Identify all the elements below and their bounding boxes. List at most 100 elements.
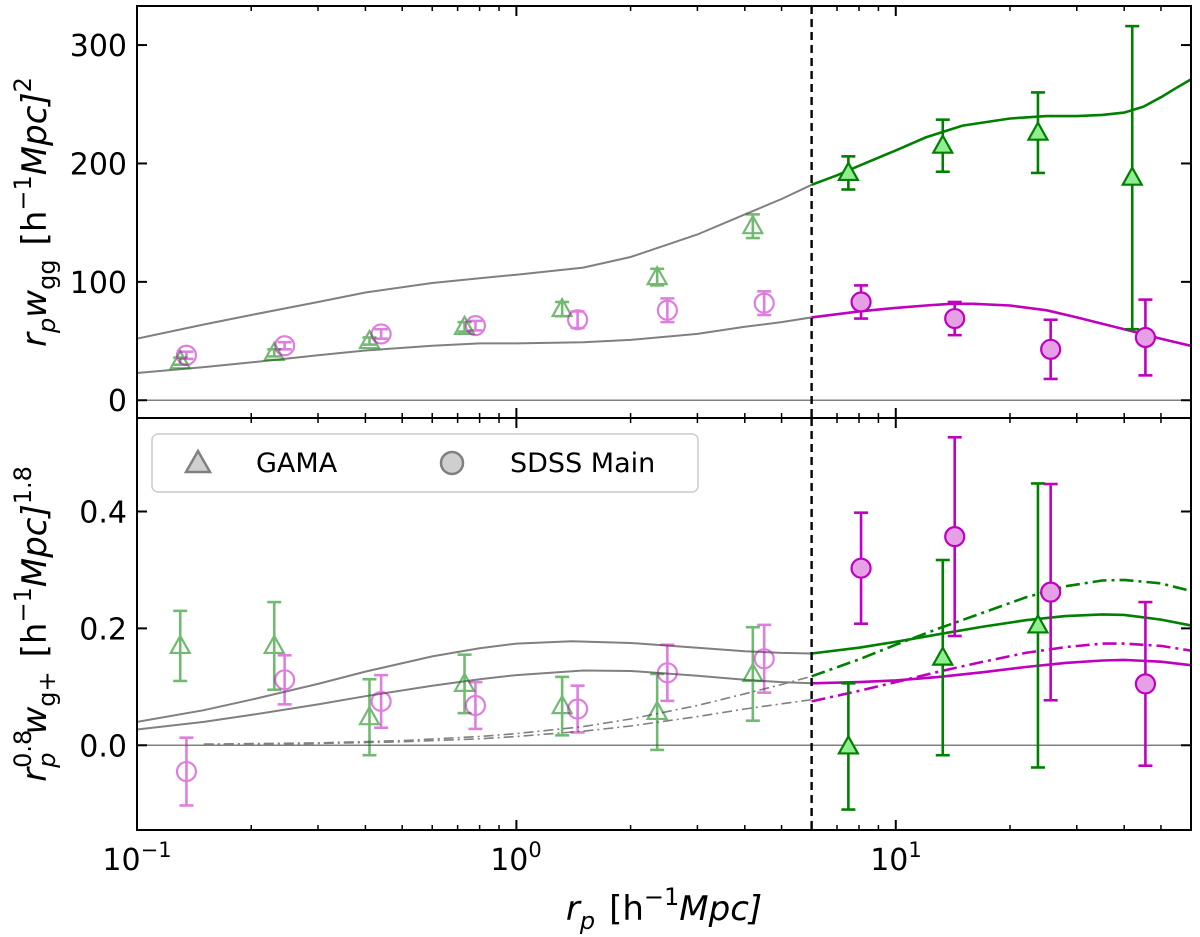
legend-box [151,433,699,493]
bottom-y-ticks: 0.0 0.2 0.4 [79,496,1191,764]
triangle-marker [453,314,476,335]
top-line-gama-model [137,183,813,340]
bottom-line-sdss-linear-model [203,698,812,746]
bottom-sdss-main-point [944,435,966,638]
circle-marker [464,694,487,717]
triangle-marker [837,734,860,755]
triangle-marker [262,633,286,655]
circle-marker [370,323,392,345]
bottom-sdss-main-point [1134,600,1157,768]
legend-circle-icon [439,450,465,476]
x-tick-label-2: 101 [870,838,922,878]
triangle-marker [550,296,574,318]
bottom-line-sdss-linear-model-large-scale- [811,642,1191,703]
bottom-plot-area [137,435,1191,811]
circle-marker [1134,673,1157,695]
x-ticks [136,6,1192,830]
circle-marker [850,557,872,579]
bottom-line-gama-linear-model-large-scale- [811,578,1191,678]
triangle-marker [1120,165,1144,186]
bottom-sdss-main-point [175,736,198,807]
circle-marker [274,335,296,357]
top-gama-point [645,264,669,287]
top-plot-area [137,24,1191,401]
triangle-marker [837,160,860,182]
circle-marker [1040,581,1062,603]
bottom-gama-point [550,675,574,737]
bottom-line-gama-model-large-scale- [811,613,1191,655]
circle-marker [370,690,392,713]
triangle-marker [550,693,574,715]
bottom-line-gama-linear-model [203,675,812,745]
circle-marker [464,315,487,337]
top-sdss-main-point [567,309,589,331]
bottom-sdss-main-point [656,643,678,703]
circle-marker [175,760,198,783]
top-line-gama-model-large-scale- [811,78,1191,187]
x-tick-label-0: 10−1 [102,838,171,878]
top-sdss-main-point [1040,318,1062,381]
top-sdss-main-point [656,297,678,324]
top-sdss-main-point [175,344,198,366]
legend: GAMA SDSS Main [151,433,699,493]
bottom-sdss-main-point [370,673,392,730]
bottom-line-sdss-model [137,669,812,731]
circle-marker [753,648,775,670]
circle-marker [944,307,966,330]
bottom-sdss-main-point [274,653,296,706]
bottom-gama-point [741,625,765,723]
top-gama-point [550,296,574,318]
top-line-sdss-model [137,316,812,374]
circle-marker [656,662,678,684]
top-sdss-main-point [850,284,872,320]
circle-marker [944,526,966,548]
triangle-marker [931,645,955,666]
top-gama-point [1120,24,1144,331]
triangle-marker [1026,613,1050,634]
triangle-marker [931,133,955,154]
top-line-sdss-model-large-scale- [811,302,1191,348]
top-sdss-main-point [464,315,487,337]
triangle-marker [741,661,765,683]
circle-marker [567,698,589,720]
bottom-gama-point [262,600,286,692]
circle-marker [567,309,589,331]
top-sdss-main-point [1134,298,1157,377]
x-tick-label-1: 100 [490,838,542,878]
bottom-sdss-main-point [567,684,589,734]
bottom-line-gama-model [137,640,812,723]
x-axis-label: rp [h−1Mpc] [566,883,762,935]
bottom-y-tick-label: 0.4 [79,496,127,531]
bottom-sdss-main-point [753,623,775,694]
bottom-sdss-main-point [1040,482,1062,702]
top-y-tick-label: 0 [108,384,127,419]
legend-triangle-icon [183,448,213,474]
bottom-sdss-main-point [464,680,487,731]
top-gama-point [837,155,860,191]
top-y-tick-label: 100 [70,266,127,301]
top-y-axis-label: rpwgg[h−1Mpc]2 [9,77,61,347]
top-gama-point [741,213,765,240]
triangle-marker [262,340,286,361]
circle-marker [656,299,678,321]
circle-marker [850,291,872,313]
top-y-tick-label: 200 [70,147,127,182]
top-sdss-main-point [370,323,392,345]
legend-label-gama: GAMA [256,448,338,479]
circle-marker [1040,338,1062,360]
triangle-marker [358,704,381,726]
circle-marker [175,344,198,366]
bottom-gama-point [1026,482,1050,769]
top-sdss-main-point [753,290,775,317]
bottom-gama-point [931,558,955,757]
top-sdss-main-point [944,300,966,337]
bottom-line-sdss-model-large-scale- [811,658,1191,685]
bottom-panel [137,418,1191,830]
triangle-marker [741,213,765,235]
top-y-ticks: 0 100 200 300 [70,29,1191,419]
bottom-gama-point [168,609,192,683]
bottom-y-axis-label: r0.8pwg+[h−1Mpc]1.8 [9,466,61,782]
top-gama-point [931,118,955,174]
circle-marker [753,292,775,314]
